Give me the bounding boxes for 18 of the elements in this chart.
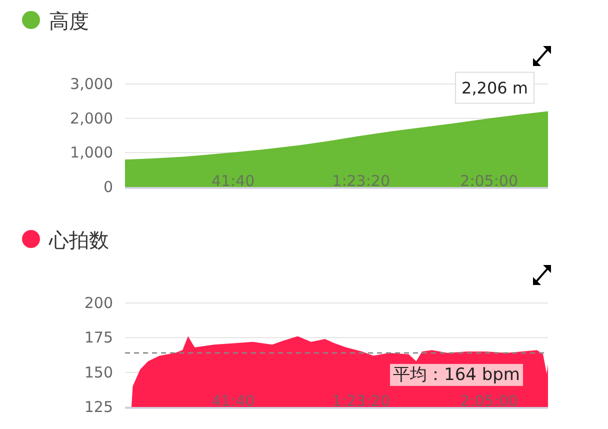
chart-title: 心拍数 [48, 228, 109, 252]
x-tick-label: 1:23:20 [332, 392, 390, 410]
x-tick-label: 41:40 [211, 392, 255, 410]
chart-title: 高度 [49, 9, 89, 33]
y-tick-label: 2,000 [70, 109, 113, 128]
annotation: 2,206 m [462, 78, 528, 98]
y-tick-label: 200 [84, 294, 113, 312]
y-tick-label: 125 [84, 398, 113, 416]
x-tick-label: 1:23:20 [332, 172, 390, 190]
y-tick-label: 175 [84, 328, 113, 347]
x-tick-label: 2:05:00 [460, 392, 518, 410]
y-tick-label: 3,000 [70, 75, 113, 93]
x-tick-label: 41:40 [211, 172, 255, 190]
y-tick-label: 0 [103, 178, 113, 196]
y-tick-label: 1,000 [70, 144, 113, 162]
y-tick-label: 150 [84, 363, 113, 382]
x-tick-label: 2:05:00 [460, 172, 518, 190]
ref-line-label: 平均：164 bpm [393, 364, 520, 385]
